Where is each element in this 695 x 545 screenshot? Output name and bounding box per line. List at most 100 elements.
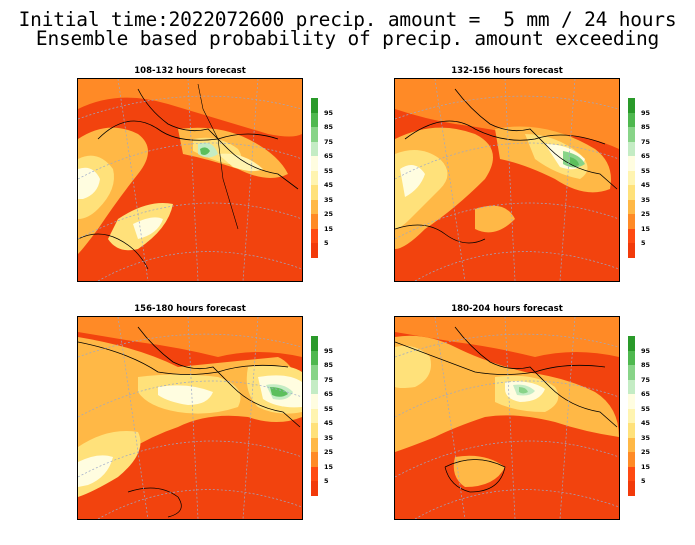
colorbar-swatch	[628, 466, 635, 481]
colorbar-label: 55	[324, 166, 334, 175]
probability-map	[77, 78, 303, 282]
colorbar-swatch	[628, 394, 635, 409]
colorbar-swatch	[628, 452, 635, 467]
forecast-panel-132-156: 132-156 hours forecast	[394, 66, 694, 306]
colorbar-swatch	[311, 365, 318, 380]
colorbar-swatch	[628, 243, 635, 258]
probability-map	[394, 316, 620, 520]
colorbar-label: 15	[641, 462, 651, 471]
colorbar-swatch	[311, 228, 318, 243]
colorbar-label: 65	[324, 152, 334, 160]
forecast-panel-156-180: 156-180 hours forecast	[77, 304, 377, 544]
colorbar: 95 85 75 65 55 45 35 25 15 5	[628, 336, 660, 504]
colorbar-label: 25	[641, 448, 651, 456]
colorbar-swatch	[628, 199, 635, 214]
colorbar-label: 95	[641, 108, 651, 117]
colorbar-label: 85	[324, 123, 334, 131]
colorbar: 95 85 75 65 55 45 35 25 15 5	[311, 98, 343, 266]
colorbar-label: 65	[641, 152, 651, 160]
colorbar-swatch	[628, 336, 635, 351]
panel-title: 108-132 hours forecast	[134, 66, 246, 76]
colorbar-label: 15	[641, 224, 651, 233]
colorbar-label: 95	[641, 346, 651, 355]
colorbar-swatch	[628, 112, 635, 127]
colorbar-label: 55	[641, 166, 651, 175]
colorbar-label: 35	[641, 433, 651, 442]
colorbar-swatch	[311, 127, 318, 142]
colorbar-swatch	[311, 141, 318, 156]
title-line-2: Ensemble based probability of precip. am…	[35, 27, 660, 50]
colorbar-swatch	[311, 214, 318, 229]
colorbar-swatch	[311, 437, 318, 452]
forecast-panel-108-132: 108-132 hours forecast	[77, 66, 377, 306]
colorbar-swatch	[311, 185, 318, 200]
colorbar-swatch	[628, 214, 635, 229]
colorbar-swatch	[628, 350, 635, 365]
colorbar-swatch	[311, 350, 318, 365]
colorbar-swatch	[311, 452, 318, 467]
colorbar-label: 45	[641, 419, 651, 427]
colorbar-label: 5	[641, 239, 646, 247]
colorbar-label: 5	[641, 477, 646, 485]
colorbar-label: 85	[641, 123, 651, 131]
colorbar-label: 55	[641, 404, 651, 413]
colorbar-swatch	[311, 379, 318, 394]
colorbar-swatch	[311, 156, 318, 171]
colorbar-swatch	[311, 243, 318, 258]
colorbar-swatch	[311, 199, 318, 214]
colorbar: 95 85 75 65 55 45 35 25 15 5	[311, 336, 343, 504]
forecast-panel-180-204: 180-204 hours forecast	[394, 304, 694, 544]
panel-title: 132-156 hours forecast	[451, 66, 563, 76]
colorbar-swatch	[628, 365, 635, 380]
colorbar-label: 95	[324, 108, 334, 117]
colorbar-label: 35	[324, 195, 334, 204]
colorbar-label: 35	[324, 433, 334, 442]
colorbar-swatch	[628, 379, 635, 394]
colorbar-swatch	[311, 98, 318, 113]
colorbar-label: 75	[324, 137, 334, 146]
colorbar-label: 45	[324, 181, 334, 189]
colorbar-label: 65	[324, 390, 334, 398]
colorbar-label: 75	[324, 375, 334, 384]
panel-title: 156-180 hours forecast	[134, 304, 246, 314]
colorbar-label: 45	[641, 181, 651, 189]
colorbar-swatch	[628, 408, 635, 423]
colorbar-label: 15	[324, 224, 334, 233]
colorbar-swatch	[628, 423, 635, 438]
colorbar: 95 85 75 65 55 45 35 25 15 5	[628, 98, 660, 266]
colorbar-swatch	[311, 170, 318, 185]
colorbar-swatch	[311, 481, 318, 496]
colorbar-swatch	[311, 394, 318, 409]
colorbar-label: 5	[324, 477, 329, 485]
colorbar-swatch	[311, 466, 318, 481]
colorbar-label: 35	[641, 195, 651, 204]
colorbar-label: 5	[324, 239, 329, 247]
colorbar-label: 55	[324, 404, 334, 413]
colorbar-label: 95	[324, 346, 334, 355]
colorbar-swatch	[311, 423, 318, 438]
colorbar-label: 85	[641, 361, 651, 369]
panel-title: 180-204 hours forecast	[451, 304, 563, 314]
probability-map	[77, 316, 303, 520]
colorbar-swatch	[628, 170, 635, 185]
colorbar-swatch	[628, 481, 635, 496]
colorbar-label: 75	[641, 375, 651, 384]
title-line-1: Initial time:2022072600 precip. amount =…	[18, 8, 677, 31]
colorbar-label: 15	[324, 462, 334, 471]
colorbar-label: 45	[324, 419, 334, 427]
probability-map	[394, 78, 620, 282]
colorbar-swatch	[311, 408, 318, 423]
colorbar-swatch	[628, 185, 635, 200]
colorbar-label: 75	[641, 137, 651, 146]
colorbar-label: 65	[641, 390, 651, 398]
colorbar-label: 85	[324, 361, 334, 369]
colorbar-label: 25	[641, 210, 651, 218]
colorbar-swatch	[311, 112, 318, 127]
colorbar-swatch	[628, 156, 635, 171]
colorbar-swatch	[628, 127, 635, 142]
colorbar-label: 25	[324, 448, 334, 456]
colorbar-swatch	[311, 336, 318, 351]
colorbar-label: 25	[324, 210, 334, 218]
colorbar-swatch	[628, 98, 635, 113]
colorbar-swatch	[628, 437, 635, 452]
